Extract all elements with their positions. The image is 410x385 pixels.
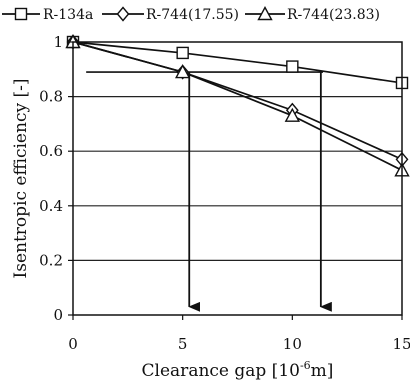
x-tick-labels: 0 5 10 15 <box>68 315 410 353</box>
legend-label: R-744(23.83) <box>287 7 380 23</box>
legend-label: R-744(17.55) <box>146 7 239 23</box>
legend-label: R-134a <box>43 7 93 23</box>
x-axis-title-exponent: -6 <box>300 359 311 372</box>
legend-entry: R-134a <box>2 7 93 23</box>
series-group <box>65 34 410 177</box>
marker-triangle <box>174 64 191 79</box>
x-tick-label: 0 <box>68 335 78 353</box>
annotations <box>86 71 332 312</box>
series-square <box>66 35 409 90</box>
legend-entry: R-744(17.55) <box>102 6 239 23</box>
marker-square <box>176 46 189 60</box>
marker-square <box>14 7 28 21</box>
y-tick-labels: 0 0.2 0.4 0.6 0.8 1 <box>39 33 73 324</box>
y-tick-label: 0.4 <box>39 197 63 215</box>
marker-triangle <box>257 6 273 21</box>
x-axis-title: Clearance gap [10-6m] <box>142 359 334 381</box>
legend-entry: R-744(23.83) <box>245 6 380 23</box>
grid-lines <box>73 95 402 261</box>
x-tick-label: 15 <box>392 335 410 353</box>
x-tick-label: 5 <box>178 335 188 353</box>
marker-triangle <box>284 107 301 122</box>
series-line <box>72 41 403 172</box>
marker-square <box>286 60 299 73</box>
x-tick-label: 10 <box>283 335 302 353</box>
x-axis-title-unit: m] <box>311 361 334 381</box>
series-triangle <box>65 34 410 177</box>
y-tick-label: 0 <box>53 306 63 324</box>
y-tick-label: 0.2 <box>39 251 63 269</box>
y-tick-label: 0.8 <box>39 88 63 106</box>
marker-diamond <box>116 6 130 22</box>
y-tick-label: 1 <box>53 33 63 51</box>
y-axis-title: Isentropic efficiency [-] <box>11 79 31 279</box>
y-tick-label: 0.6 <box>39 142 63 160</box>
plot-frame <box>72 41 403 316</box>
legend: R-134a R-744(17.55) R-744(23.83) <box>2 6 380 23</box>
x-axis-title-main: Clearance gap [10 <box>142 361 300 381</box>
series-line <box>72 41 403 84</box>
